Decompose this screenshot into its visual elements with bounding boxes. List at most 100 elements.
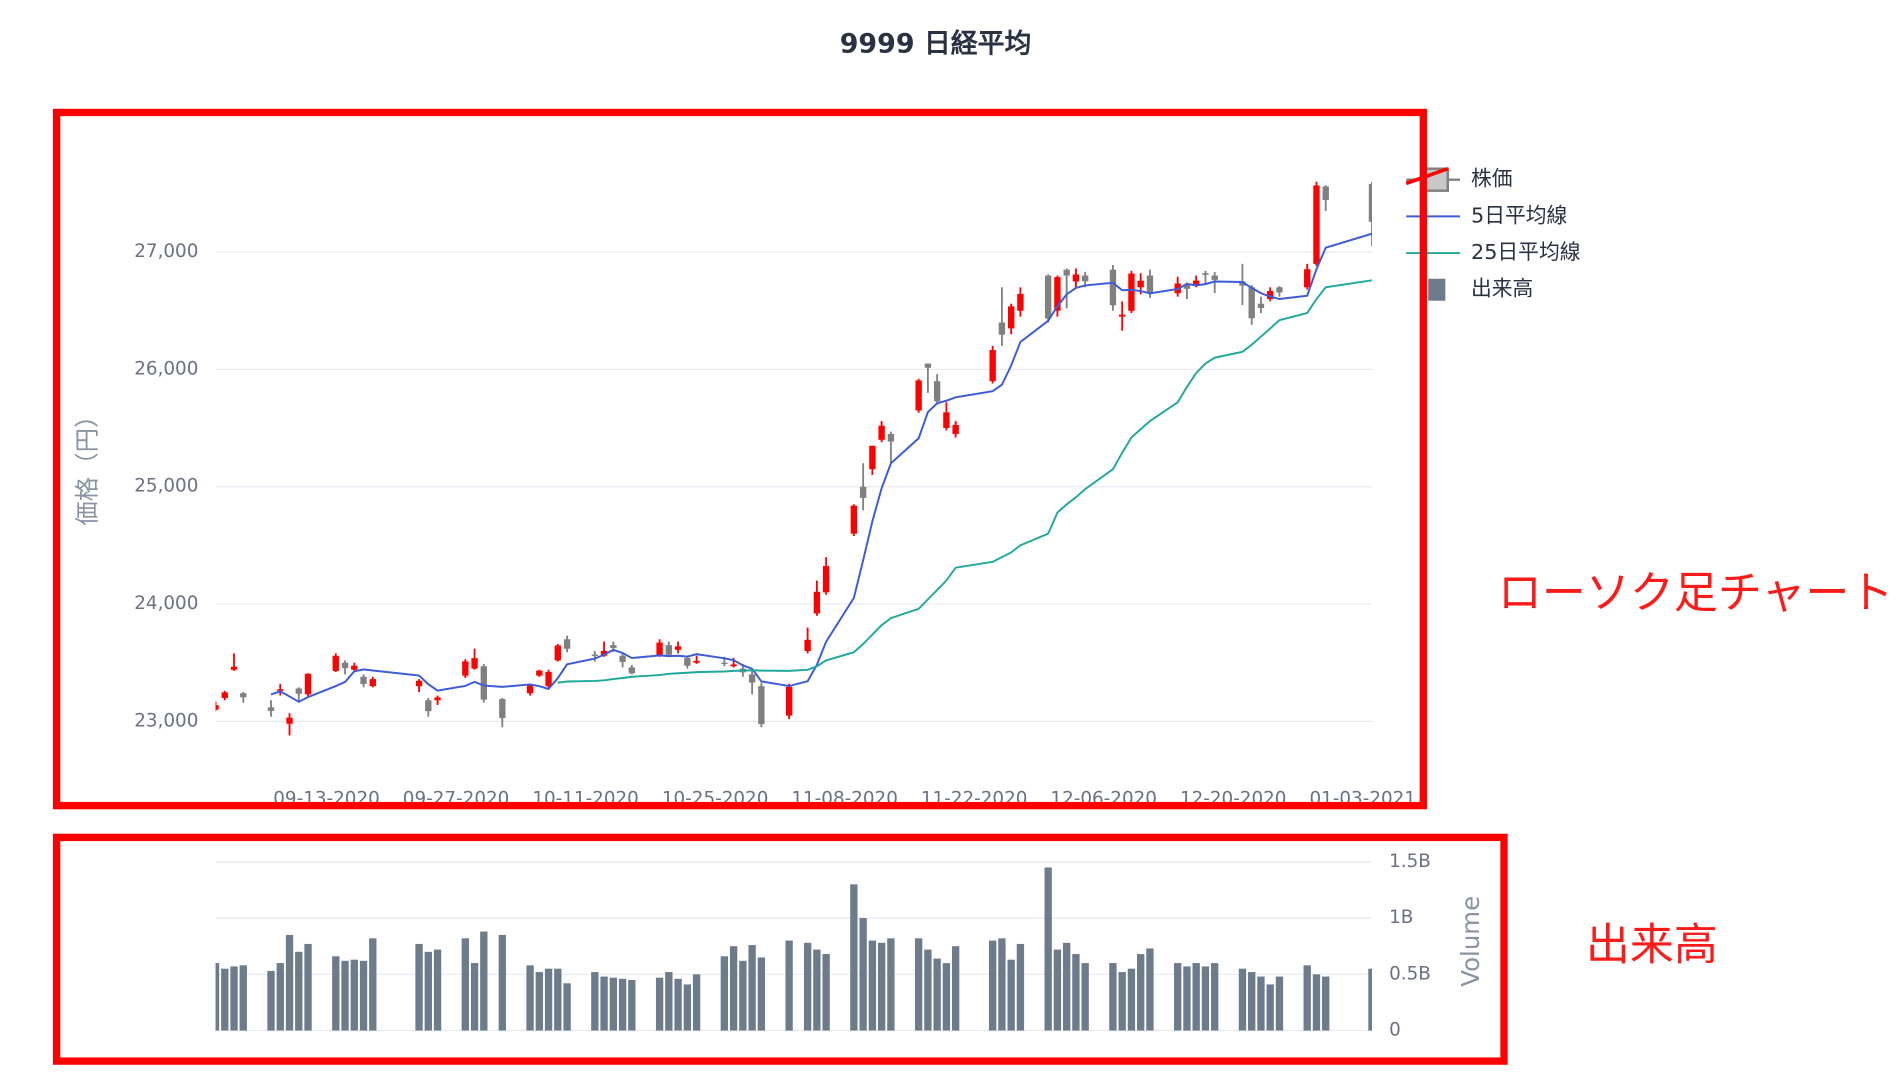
candle-body: [887, 433, 895, 442]
volume-bar: [887, 938, 895, 1031]
candle-body: [943, 412, 950, 429]
volume-bar: [924, 949, 932, 1031]
volume-bar: [1063, 942, 1071, 1031]
candle-body: [563, 639, 571, 649]
candle-body: [341, 662, 349, 669]
y-tick-label: 0.5B: [1389, 963, 1431, 984]
volume-bar: [720, 956, 729, 1031]
candle-body: [221, 692, 228, 698]
volume-bar: [942, 963, 951, 1031]
candle-body: [369, 679, 376, 687]
candle-body: [610, 645, 617, 648]
candle-body: [1054, 277, 1061, 311]
candle-body: [536, 670, 543, 676]
volume-bar: [470, 963, 479, 1031]
volume-bar: [757, 957, 766, 1031]
volume-bar: [618, 978, 627, 1031]
candle-body: [351, 665, 358, 670]
volume-bar: [554, 968, 562, 1031]
y-tick-label: 27,000: [134, 241, 198, 262]
volume-bar: [332, 956, 340, 1031]
volume-bar: [877, 942, 886, 1031]
candle-body: [1007, 306, 1015, 329]
moving-average-line: [557, 279, 1372, 684]
candle-body: [878, 425, 885, 440]
candle-body: [267, 707, 275, 711]
candle-body: [230, 666, 238, 670]
volume-bar: [526, 965, 534, 1031]
volume-bar: [369, 938, 377, 1031]
chart-title: 9999 日経平均: [840, 28, 1032, 60]
candle-body: [748, 674, 756, 683]
volume-bar: [304, 943, 312, 1031]
volume-bar: [215, 963, 220, 1031]
candle-body: [924, 363, 932, 368]
volume-bar: [1174, 963, 1182, 1031]
candle-body: [332, 655, 339, 671]
volume-bar: [850, 884, 858, 1031]
volume-bar: [1183, 966, 1191, 1031]
axes: 23,00024,00025,00026,00027,00009-13-2020…: [134, 241, 1431, 1040]
volume-bar: [480, 931, 488, 1031]
volume-bar: [535, 972, 543, 1031]
volume-bar: [1211, 963, 1219, 1031]
legend-label: 5日平均線: [1471, 203, 1568, 227]
candle-body: [933, 381, 941, 402]
volume-bar: [267, 970, 275, 1031]
candle-body: [471, 658, 478, 669]
candle-body: [600, 650, 608, 656]
candle-body: [545, 671, 552, 687]
candle-body: [674, 646, 682, 650]
volume-bar: [239, 965, 247, 1031]
volume-bar: [1238, 968, 1247, 1031]
volume-bar: [1146, 948, 1154, 1031]
volume-bar: [276, 963, 284, 1031]
volume-bar: [1081, 963, 1089, 1031]
candle-body: [813, 591, 821, 614]
candle-body: [286, 717, 293, 724]
volume-bar: [498, 934, 506, 1031]
candle-body: [1304, 269, 1311, 288]
volume-bar: [914, 938, 923, 1031]
volume-bar: [600, 976, 608, 1031]
volume-bar: [295, 951, 303, 1031]
candle-body: [1193, 280, 1200, 285]
candle-body: [1137, 280, 1144, 288]
annotation: ローソク足チャート: [1498, 567, 1894, 618]
candle-body: [360, 676, 367, 684]
candle-body: [1276, 287, 1283, 293]
candle-body: [684, 658, 691, 666]
volume-bar: [1257, 976, 1265, 1031]
candle-body: [434, 697, 441, 701]
volume-bar: [822, 954, 830, 1031]
volume-bar: [563, 983, 571, 1031]
candle-body: [499, 699, 506, 718]
candle-body: [240, 693, 247, 698]
candle-body: [850, 505, 858, 534]
candle-body: [1146, 275, 1154, 293]
volume-bar: [1275, 976, 1284, 1031]
plot-area: [215, 181, 1372, 1031]
candle-body: [915, 380, 922, 411]
y-tick-label: 0: [1389, 1020, 1401, 1041]
volume-bar: [1016, 943, 1025, 1031]
y-tick-label: 24,000: [134, 593, 198, 614]
candle-body: [295, 688, 302, 694]
candle-body: [304, 673, 312, 695]
candle-body: [1267, 291, 1274, 300]
candle-body: [869, 445, 876, 470]
volume-bar: [285, 934, 294, 1031]
volume-bar: [461, 938, 469, 1031]
volume-bar: [433, 949, 442, 1031]
candle-body: [1257, 303, 1265, 308]
candle-body: [665, 645, 673, 655]
legend-label: 株価: [1471, 167, 1513, 191]
volume-bar: [868, 940, 877, 1031]
legend: 株価 5日平均線 25日平均線 出来高: [1405, 167, 1581, 301]
candle-body: [425, 700, 432, 712]
candle-body: [859, 486, 867, 498]
volume-bar: [998, 938, 1006, 1031]
volume-bar: [692, 974, 701, 1031]
candle-body: [462, 661, 469, 676]
